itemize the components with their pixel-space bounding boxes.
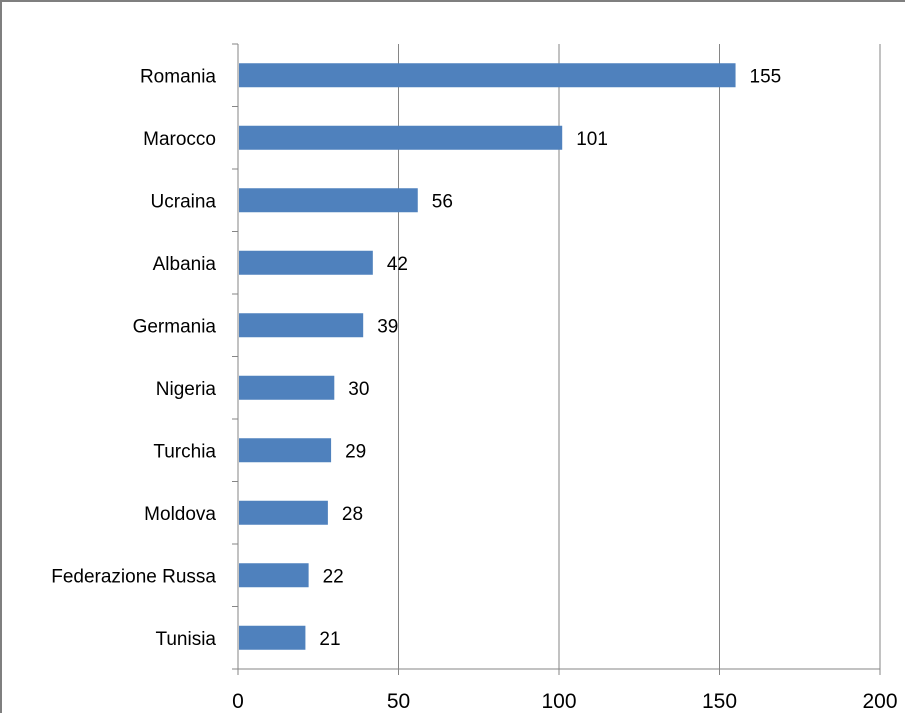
- category-label-albania: Albania: [153, 254, 217, 275]
- value-label-marocco: 101: [576, 129, 608, 150]
- category-label-moldova: Moldova: [144, 504, 216, 525]
- bar-federazione-russa: [239, 563, 309, 588]
- value-label-turchia: 29: [345, 441, 366, 462]
- value-label-albania: 42: [387, 254, 408, 275]
- x-tick-label-100: 100: [541, 690, 576, 713]
- bar-albania: [239, 250, 373, 275]
- category-label-germania: Germania: [133, 316, 217, 337]
- x-tick-label-150: 150: [702, 690, 737, 713]
- bar-moldova: [239, 500, 328, 525]
- value-label-moldova: 28: [342, 504, 363, 525]
- axes: [232, 43, 881, 675]
- category-labels: Romania Marocco Ucraina Albania Germania Nige…: [51, 66, 216, 650]
- value-label-federazione-russa: 22: [323, 566, 344, 587]
- category-label-federazione-russa: Federazione Russa: [51, 566, 216, 587]
- value-label-nigeria: 30: [348, 379, 369, 400]
- bars: [239, 63, 736, 650]
- x-tick-label-0: 0: [232, 690, 244, 713]
- category-label-nigeria: Nigeria: [156, 379, 217, 400]
- x-tick-label-50: 50: [387, 690, 410, 713]
- bar-germania: [239, 313, 364, 338]
- category-label-turchia: Turchia: [153, 441, 216, 462]
- value-label-germania: 39: [377, 316, 398, 337]
- bar-romania: [239, 63, 736, 88]
- value-label-tunisia: 21: [319, 629, 340, 650]
- category-label-tunisia: Tunisia: [155, 629, 216, 650]
- data-labels: 155 101 56 42 39 30 29 28 22 21: [319, 66, 781, 650]
- bar-turchia: [239, 438, 332, 463]
- category-label-romania: Romania: [140, 66, 216, 87]
- bar-nigeria: [239, 375, 335, 400]
- x-tick-label-200: 200: [862, 690, 897, 713]
- bar-tunisia: [239, 625, 306, 650]
- category-label-marocco: Marocco: [143, 129, 216, 150]
- bar-marocco: [239, 125, 563, 150]
- value-label-romania: 155: [750, 66, 782, 87]
- value-label-ucraina: 56: [432, 191, 453, 212]
- x-tick-labels: 0 50 100 150 200: [232, 690, 897, 713]
- bar-ucraina: [239, 188, 418, 213]
- category-label-ucraina: Ucraina: [151, 191, 217, 212]
